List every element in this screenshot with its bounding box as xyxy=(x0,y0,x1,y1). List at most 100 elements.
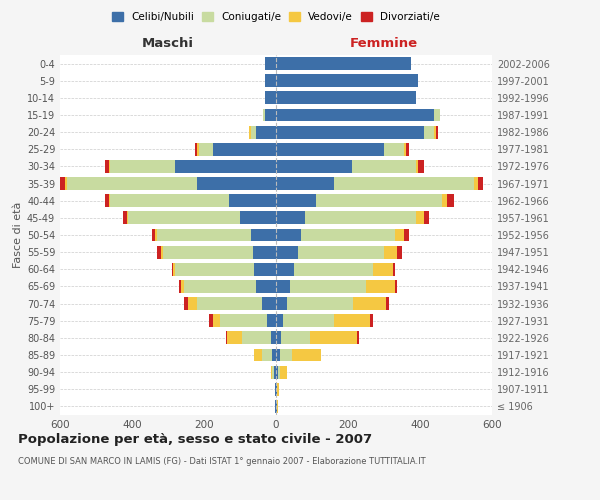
Text: Femmine: Femmine xyxy=(350,37,418,50)
Bar xyxy=(276,348,280,362)
Bar xyxy=(240,212,276,224)
Bar xyxy=(195,143,197,156)
Bar xyxy=(105,194,109,207)
Bar xyxy=(294,263,373,276)
Bar xyxy=(249,126,251,138)
Bar xyxy=(276,143,384,156)
Bar xyxy=(276,160,352,173)
Bar xyxy=(109,160,110,173)
Bar xyxy=(404,143,406,156)
Bar xyxy=(316,194,442,207)
Bar xyxy=(276,332,281,344)
Bar xyxy=(310,332,357,344)
Bar xyxy=(276,400,277,413)
Bar xyxy=(181,280,184,293)
Bar xyxy=(157,246,161,258)
Bar xyxy=(251,126,256,138)
Bar xyxy=(276,297,287,310)
Bar xyxy=(127,212,128,224)
Bar xyxy=(406,143,409,156)
Bar xyxy=(271,366,272,378)
Bar xyxy=(277,383,279,396)
Bar xyxy=(262,348,272,362)
Bar xyxy=(276,92,416,104)
Bar xyxy=(278,366,280,378)
Bar xyxy=(253,246,276,258)
Bar xyxy=(267,314,276,327)
Bar xyxy=(175,160,276,173)
Bar xyxy=(424,212,429,224)
Bar xyxy=(334,314,370,327)
Bar xyxy=(60,177,65,190)
Bar xyxy=(395,280,397,293)
Bar xyxy=(474,177,478,190)
Bar xyxy=(395,228,404,241)
Bar xyxy=(434,126,436,138)
Bar xyxy=(301,228,395,241)
Bar xyxy=(188,297,197,310)
Bar xyxy=(276,228,301,241)
Bar xyxy=(276,366,278,378)
Text: COMUNE DI SAN MARCO IN LAMIS (FG) - Dati ISTAT 1° gennaio 2007 - Elaborazione TU: COMUNE DI SAN MARCO IN LAMIS (FG) - Dati… xyxy=(18,458,425,466)
Bar xyxy=(110,160,175,173)
Bar xyxy=(298,246,384,258)
Bar xyxy=(256,280,276,293)
Text: Popolazione per età, sesso e stato civile - 2007: Popolazione per età, sesso e stato civil… xyxy=(18,432,372,446)
Bar xyxy=(384,143,404,156)
Bar xyxy=(276,212,305,224)
Bar xyxy=(197,143,199,156)
Bar xyxy=(276,177,334,190)
Bar xyxy=(184,297,188,310)
Bar xyxy=(209,314,213,327)
Bar xyxy=(272,366,274,378)
Bar xyxy=(276,314,283,327)
Bar xyxy=(280,348,292,362)
Bar xyxy=(373,263,393,276)
Bar xyxy=(276,263,294,276)
Bar xyxy=(283,314,334,327)
Bar xyxy=(265,57,276,70)
Bar xyxy=(263,108,265,122)
Bar xyxy=(275,383,276,396)
Bar xyxy=(276,108,434,122)
Bar xyxy=(276,194,316,207)
Bar xyxy=(161,246,163,258)
Bar xyxy=(256,126,276,138)
Bar xyxy=(447,194,454,207)
Bar xyxy=(287,297,353,310)
Bar xyxy=(386,297,389,310)
Bar xyxy=(213,314,220,327)
Text: Maschi: Maschi xyxy=(142,37,194,50)
Bar xyxy=(179,280,181,293)
Bar xyxy=(128,212,240,224)
Bar xyxy=(254,263,276,276)
Bar xyxy=(276,383,277,396)
Bar xyxy=(334,177,474,190)
Bar xyxy=(305,212,416,224)
Bar xyxy=(353,297,386,310)
Bar xyxy=(276,74,418,87)
Bar xyxy=(123,212,127,224)
Bar xyxy=(393,263,395,276)
Bar xyxy=(175,263,254,276)
Bar xyxy=(220,314,267,327)
Bar xyxy=(434,108,440,122)
Bar xyxy=(357,332,359,344)
Bar xyxy=(384,246,397,258)
Bar xyxy=(276,57,411,70)
Bar xyxy=(265,74,276,87)
Bar xyxy=(199,143,213,156)
Y-axis label: Fasce di età: Fasce di età xyxy=(13,202,23,268)
Bar xyxy=(262,297,276,310)
Bar xyxy=(213,143,276,156)
Bar xyxy=(197,297,262,310)
Bar xyxy=(155,228,157,241)
Bar xyxy=(67,177,197,190)
Bar xyxy=(416,160,418,173)
Legend: Celibi/Nubili, Coniugati/e, Vedovi/e, Divorziati/e: Celibi/Nubili, Coniugati/e, Vedovi/e, Di… xyxy=(108,8,444,26)
Bar xyxy=(272,348,276,362)
Bar xyxy=(276,246,298,258)
Bar xyxy=(478,177,483,190)
Bar xyxy=(197,177,276,190)
Bar xyxy=(436,126,438,138)
